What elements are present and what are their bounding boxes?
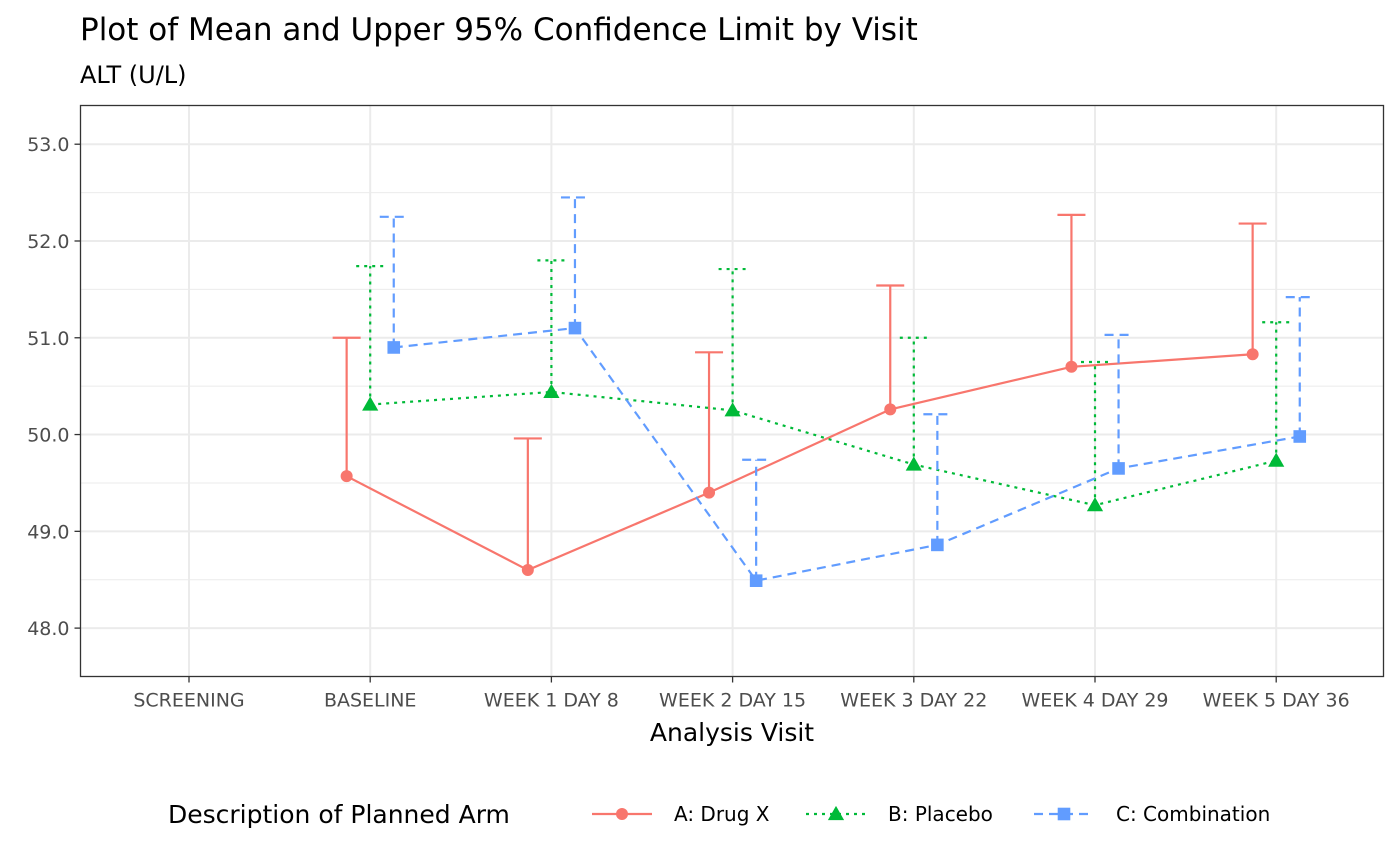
point-marker	[931, 538, 944, 552]
y-tick-label: 49.0	[27, 521, 69, 543]
legend: Description of Planned Arm A: Drug X B: Pl…	[168, 800, 1270, 829]
series-group	[356, 259, 1291, 512]
legend-label: A: Drug X	[674, 802, 770, 826]
legend-title: Description of Planned Arm	[168, 800, 510, 829]
x-tick-label: WEEK 2 DAY 15	[659, 690, 806, 712]
y-tick-label: 53.0	[27, 134, 69, 156]
point-marker	[703, 486, 716, 499]
point-marker	[749, 574, 763, 587]
chart-title: Plot of Mean and Upper 95% Confidence Li…	[80, 12, 918, 48]
x-axis: SCREENING BASELINE WEEK 1 DAY 8 WEEK 2 DAY …	[133, 676, 1350, 712]
point-marker	[905, 456, 922, 471]
point-marker	[362, 396, 379, 411]
point-marker	[1293, 430, 1307, 443]
y-tick-label: 52.0	[27, 231, 69, 253]
point-marker	[521, 564, 534, 577]
point-marker	[1057, 807, 1071, 821]
point-marker	[1268, 452, 1285, 467]
x-axis-title: Analysis Visit	[650, 718, 814, 747]
point-marker	[724, 402, 741, 417]
point-marker	[1086, 497, 1104, 512]
series-line	[393, 326, 1300, 582]
point-marker	[884, 403, 897, 416]
legend-label: C: Combination	[1116, 802, 1270, 826]
grid-lines	[80, 105, 1384, 677]
x-tick-label: SCREENING	[133, 690, 244, 712]
point-marker	[568, 321, 582, 335]
point-marker	[340, 470, 353, 483]
y-tick-label: 48.0	[27, 618, 69, 640]
point-marker	[1112, 462, 1125, 475]
point-marker	[827, 805, 845, 821]
x-tick-label: WEEK 3 DAY 22	[840, 690, 987, 712]
x-tick-label: WEEK 1 DAY 8	[484, 690, 619, 712]
x-tick-label: BASELINE	[324, 690, 417, 712]
y-tick-label: 51.0	[27, 328, 69, 350]
point-marker	[543, 383, 560, 399]
x-tick-label: WEEK 4 DAY 29	[1021, 690, 1168, 712]
y-axis: 48.0 49.0 50.0 51.0 52.0 53.0	[27, 134, 81, 640]
point-marker	[1065, 360, 1078, 373]
x-tick-label: WEEK 5 DAY 36	[1203, 690, 1350, 712]
chart-subtitle: ALT (U/L)	[80, 61, 187, 89]
y-tick-label: 50.0	[27, 425, 69, 447]
point-marker	[387, 341, 401, 354]
series-group	[332, 213, 1267, 577]
series-group	[379, 196, 1314, 587]
legend-label: B: Placebo	[888, 802, 993, 826]
series-line	[370, 390, 1277, 507]
point-marker	[616, 808, 628, 820]
series-marks	[332, 196, 1314, 587]
series-line	[346, 353, 1253, 572]
point-marker	[1246, 348, 1259, 361]
